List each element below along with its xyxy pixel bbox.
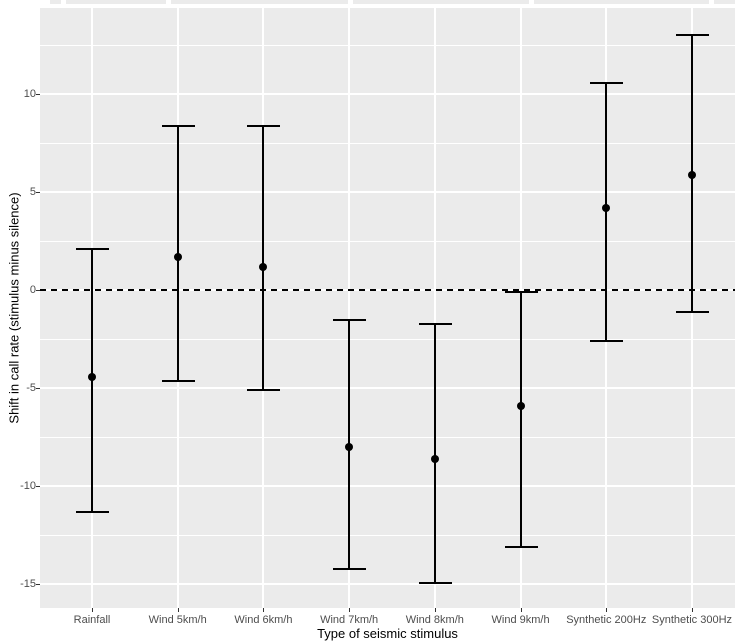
zero-reference-line [40, 289, 735, 292]
x-tick-mark [349, 608, 351, 612]
x-tick-label: Wind 7km/h [320, 614, 379, 626]
cropped-panel-edge-segment [66, 0, 166, 4]
x-tick-label: Wind 9km/h [491, 614, 550, 626]
error-bar-cap-top [504, 291, 538, 294]
y-tick-label: -10 [20, 480, 36, 493]
h-gridline-minor [40, 436, 735, 438]
x-tick-mark [263, 608, 265, 612]
error-bar-cap-bottom [504, 546, 538, 549]
cropped-panel-edge-segment [534, 0, 709, 4]
error-bar [519, 292, 522, 548]
y-tick-label: -5 [26, 382, 36, 395]
y-tick-label: 0 [29, 284, 36, 297]
h-gridline-minor [40, 338, 735, 340]
y-tick-mark [36, 584, 40, 586]
x-tick-label: Synthetic 300Hz [651, 614, 733, 626]
y-tick-mark [36, 290, 40, 292]
x-tick-label: Synthetic 200Hz [566, 614, 647, 626]
h-gridline-major [40, 387, 735, 390]
error-bar-cap-bottom [76, 510, 109, 513]
y-tick-label: 5 [29, 186, 36, 199]
x-tick-mark [434, 608, 436, 612]
error-bar-cap-bottom [247, 389, 281, 392]
error-bar [433, 323, 436, 583]
error-bar-cap-top [247, 124, 281, 127]
y-tick-mark [36, 486, 40, 488]
error-bar-cap-top [675, 34, 709, 37]
point-marker [259, 262, 268, 271]
y-tick-mark [36, 192, 40, 194]
x-tick-mark [92, 608, 93, 612]
x-tick-label: Wind 5km/h [148, 614, 207, 626]
point-marker [430, 454, 439, 463]
cropped-panel-edge-segment [171, 0, 348, 4]
point-marker [602, 204, 611, 212]
x-tick-label: Wind 6km/h [234, 614, 293, 626]
plot-panel [40, 8, 735, 608]
h-gridline-minor [40, 534, 735, 536]
x-tick-mark [606, 608, 608, 612]
error-bar-cap-bottom [418, 581, 452, 584]
error-bar-cap-bottom [161, 379, 195, 382]
h-gridline-major [40, 485, 735, 488]
v-gridline-major [348, 8, 351, 608]
h-gridline-minor [40, 142, 735, 144]
h-gridline-major [40, 583, 735, 586]
error-bar-cap-top [333, 318, 367, 321]
error-bar-cap-top [590, 81, 624, 84]
h-gridline-major [40, 191, 735, 194]
x-tick-label: Wind 8km/h [405, 614, 464, 626]
error-bar-cap-bottom [675, 310, 709, 313]
error-bar [262, 125, 265, 391]
error-bar-cap-top [76, 248, 109, 251]
x-tick-mark [520, 608, 522, 612]
cropped-panel-edge-segment [353, 0, 529, 4]
error-bar-cap-top [161, 124, 195, 127]
v-gridline-major [433, 8, 436, 608]
h-gridline-minor [40, 240, 735, 242]
y-tick-label: 10 [23, 88, 36, 101]
h-gridline-minor [40, 44, 735, 46]
y-axis-title: Shift in call rate (stimulus minus silen… [6, 192, 22, 424]
error-bar-cap-top [418, 322, 452, 325]
x-tick-label: Rainfall [73, 614, 111, 626]
error-bar-cap-bottom [590, 340, 624, 343]
x-tick-mark [691, 608, 693, 612]
error-bar-cap-bottom [333, 567, 367, 570]
point-marker [345, 443, 354, 452]
y-tick-mark [36, 388, 40, 390]
point-marker [88, 372, 96, 381]
point-marker [516, 402, 525, 411]
h-gridline-major [40, 93, 735, 96]
point-marker [687, 170, 696, 179]
y-tick-label: -15 [20, 578, 36, 591]
y-tick-mark [36, 94, 40, 96]
x-tick-mark [177, 608, 179, 612]
x-axis-title: Type of seismic stimulus [317, 626, 458, 641]
point-marker [173, 253, 182, 262]
cropped-panel-edge-segment [50, 0, 61, 4]
cropped-panel-edge-segment [714, 0, 735, 4]
